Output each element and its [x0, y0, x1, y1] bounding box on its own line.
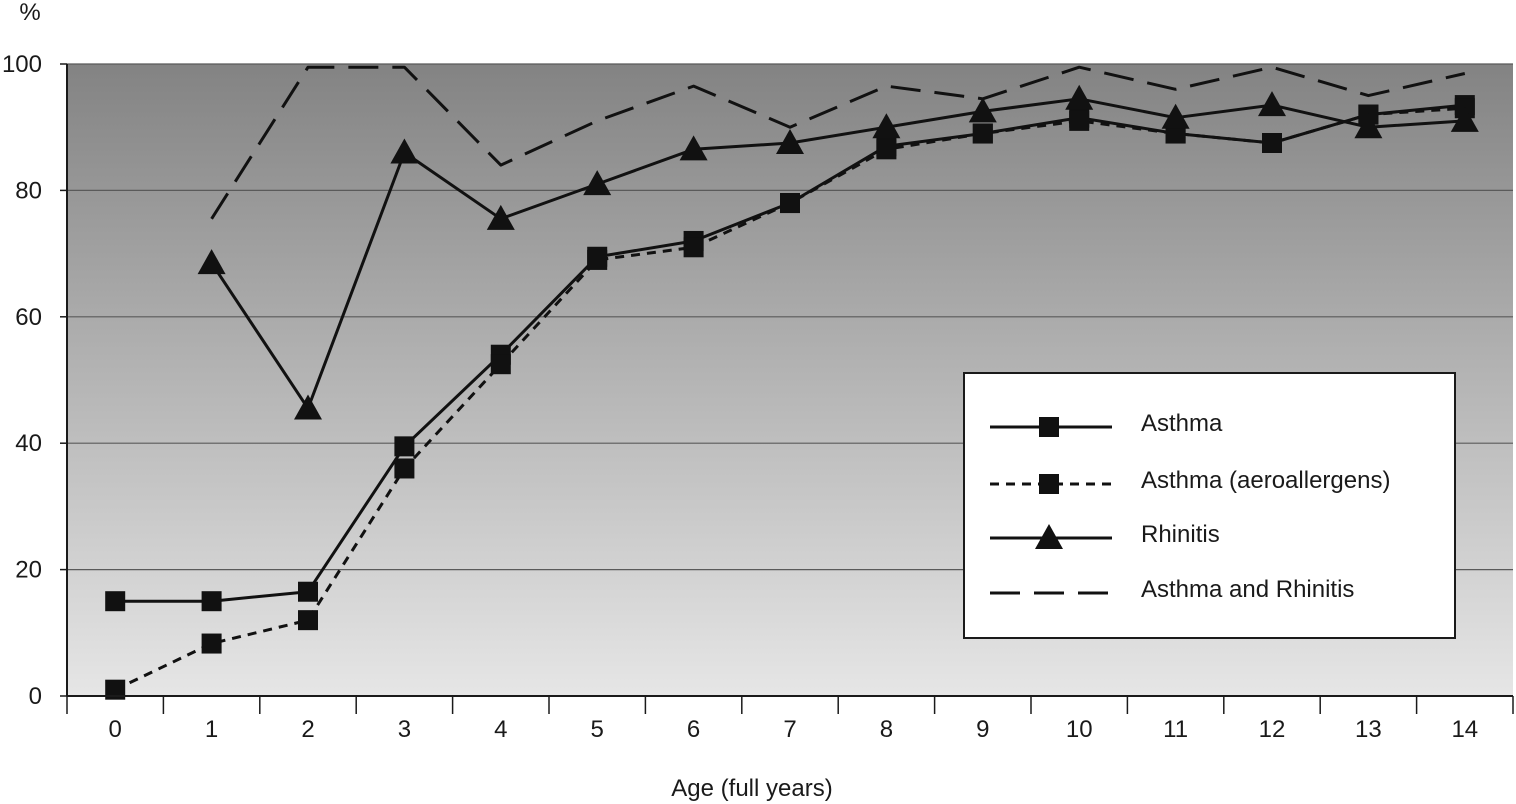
legend-marker — [1039, 417, 1059, 437]
series-1 — [105, 98, 1475, 700]
series-line — [210, 65, 1466, 220]
data-point — [486, 204, 515, 230]
data-point — [490, 354, 511, 375]
data-point — [105, 591, 126, 612]
data-point — [683, 237, 704, 258]
data-point — [872, 113, 901, 139]
legend-label: Asthma and Rhinitis — [1141, 576, 1354, 603]
legend-label: Asthma (aeroallergens) — [1141, 467, 1390, 494]
data-point — [201, 633, 222, 654]
legend-marker — [1039, 474, 1059, 494]
legend-label: Rhinitis — [1141, 521, 1220, 548]
legend: Asthma Asthma (aeroallergens) Rhinitis Asth… — [963, 372, 1456, 639]
series-2 — [197, 84, 1479, 420]
data-point — [390, 138, 419, 164]
data-point — [105, 679, 126, 700]
data-point — [197, 249, 226, 275]
x-tick-label: 14 — [1451, 716, 1478, 743]
y-tick-label: 0 — [29, 683, 42, 710]
data-point — [1262, 133, 1282, 153]
data-point — [1069, 110, 1090, 131]
x-tick-label: 4 — [494, 716, 507, 743]
y-tick-label: 60 — [15, 304, 42, 331]
data-point — [1354, 113, 1383, 139]
data-point — [776, 129, 804, 154]
legend-label: Asthma — [1141, 410, 1223, 437]
x-tick-label: 6 — [687, 716, 700, 743]
data-point — [876, 139, 897, 160]
y-axis-title: % — [19, 0, 40, 26]
y-tick-label: 80 — [15, 177, 42, 204]
legend-marker — [1035, 524, 1063, 549]
x-tick-label: 8 — [880, 716, 893, 743]
data-point — [298, 610, 318, 631]
x-tick-label: 13 — [1355, 716, 1382, 743]
x-tick-label: 3 — [398, 716, 411, 743]
x-tick-label: 1 — [205, 716, 218, 743]
series-line — [210, 97, 1465, 410]
x-tick-label: 9 — [976, 716, 989, 743]
y-tick-label: 20 — [15, 557, 42, 584]
data-point — [679, 135, 708, 161]
x-tick-label: 2 — [301, 716, 314, 743]
data-point — [972, 123, 993, 144]
data-point — [1258, 91, 1286, 117]
series-3 — [210, 65, 1466, 220]
x-tick-label: 11 — [1163, 716, 1188, 743]
y-tick-label: 40 — [15, 430, 42, 457]
data-point — [780, 193, 800, 214]
data-point — [294, 394, 322, 420]
data-point — [587, 249, 608, 270]
data-point — [1450, 106, 1479, 132]
y-tick-label: 100 — [2, 51, 42, 78]
data-point — [201, 591, 222, 612]
data-point — [394, 436, 415, 457]
x-axis-title: Age (full years) — [671, 775, 832, 802]
data-point — [968, 97, 997, 123]
x-tick-label: 12 — [1259, 716, 1286, 743]
data-point — [394, 458, 415, 479]
data-point — [1161, 103, 1190, 129]
data-point — [1065, 84, 1094, 110]
data-point — [298, 581, 318, 602]
x-tick-label: 10 — [1066, 716, 1093, 743]
series-layer — [105, 65, 1479, 700]
x-tick-label: 7 — [783, 716, 796, 743]
data-point — [583, 170, 612, 196]
x-tick-label: 0 — [109, 716, 122, 743]
x-tick-label: 5 — [591, 716, 604, 743]
